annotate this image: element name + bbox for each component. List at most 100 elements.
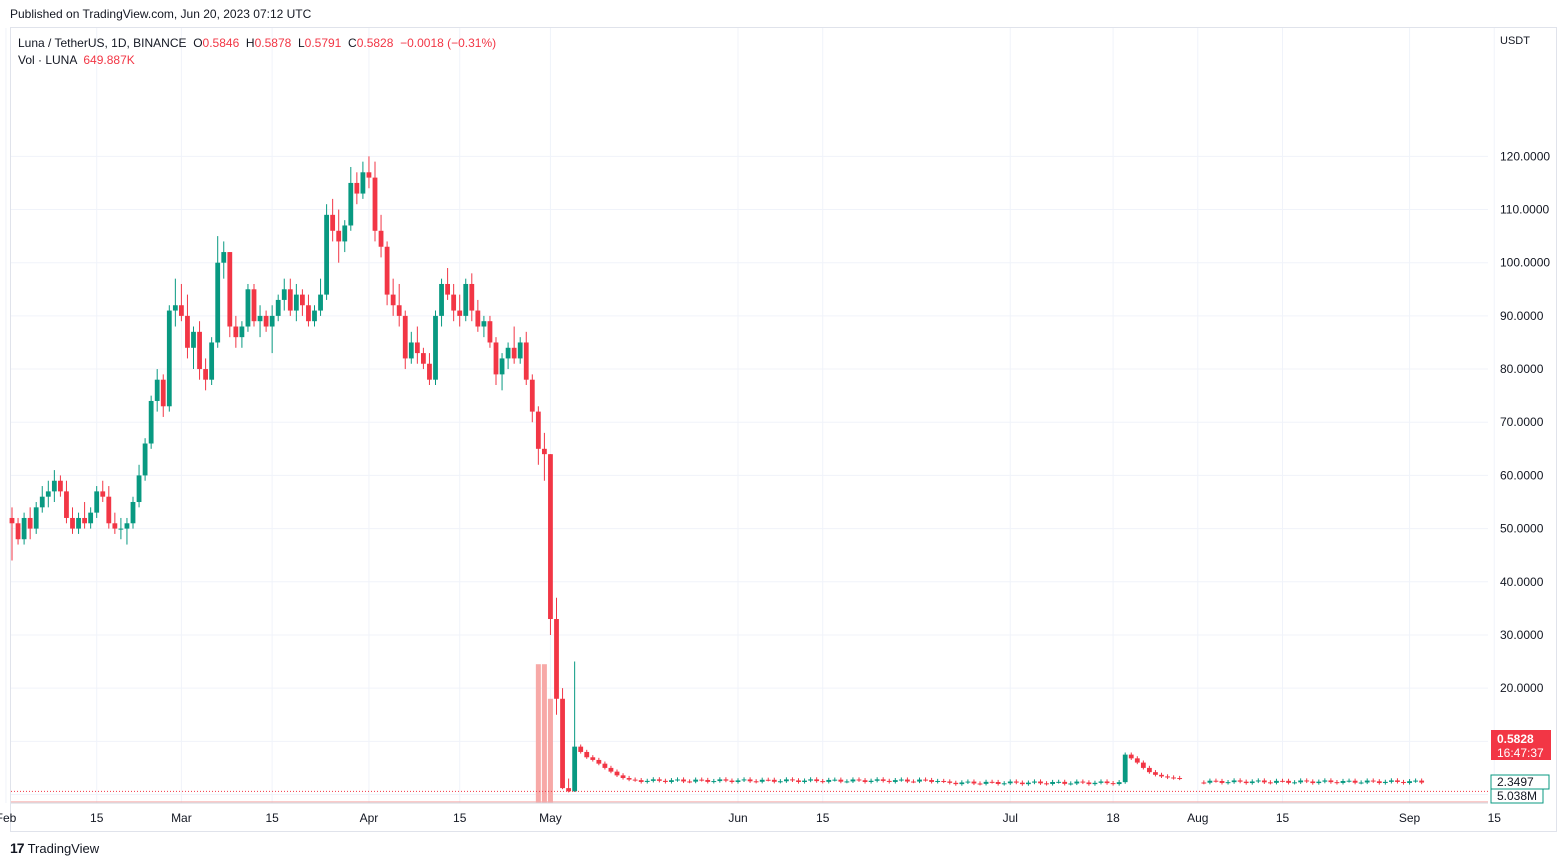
candle-body	[27, 517, 33, 529]
candle	[372, 161, 378, 242]
candle-body	[572, 746, 578, 792]
candle	[1328, 778, 1334, 784]
candle-body	[215, 262, 221, 343]
candle	[1243, 779, 1249, 785]
candle	[1225, 780, 1231, 785]
candle	[487, 315, 493, 348]
candle	[1286, 778, 1291, 785]
candle	[1395, 778, 1400, 784]
candle	[741, 777, 747, 782]
candle-body	[293, 294, 299, 311]
candle	[1165, 774, 1170, 780]
candle-body	[911, 781, 916, 783]
candle	[1364, 778, 1370, 785]
candle-body	[1316, 781, 1322, 784]
candle-body	[1231, 780, 1237, 783]
candle	[306, 294, 311, 327]
candle	[1159, 772, 1164, 779]
candle	[421, 347, 426, 370]
candle-body	[1298, 780, 1304, 783]
candle	[953, 780, 959, 786]
candle	[1352, 778, 1358, 785]
candle-body	[1007, 781, 1013, 784]
x-tick-label: 15	[1276, 811, 1290, 825]
candle-body	[1219, 781, 1225, 783]
y-tick-label: 110.0000	[1500, 203, 1549, 217]
candle	[197, 321, 202, 380]
candle	[1389, 778, 1394, 784]
countdown-label: 16:47:37	[1497, 746, 1544, 760]
candle-body	[100, 491, 106, 497]
candle-body	[1334, 782, 1340, 784]
candle-body	[1056, 781, 1062, 783]
tradingview-logo-icon: 17	[10, 840, 25, 856]
candle-body	[1153, 772, 1158, 775]
candle-body	[348, 182, 354, 226]
candle-body	[414, 342, 420, 354]
candle	[808, 777, 813, 783]
x-tick-label: 15	[453, 811, 467, 825]
candle-body	[560, 698, 565, 789]
candle-body	[336, 230, 342, 242]
candle-body	[154, 379, 160, 401]
candle-body	[947, 781, 953, 783]
candle-body	[191, 331, 196, 348]
y-tick-label: 50.0000	[1500, 522, 1544, 536]
candle	[723, 777, 729, 783]
candle	[1122, 752, 1128, 784]
candle-body	[45, 491, 51, 497]
candle-body	[844, 781, 850, 783]
candle	[263, 310, 269, 332]
candle-body	[318, 294, 323, 311]
candle	[287, 278, 293, 316]
candle-body	[838, 779, 844, 782]
candle	[1249, 779, 1255, 785]
candles	[9, 156, 1425, 793]
candle-body	[312, 310, 317, 322]
candle	[1086, 780, 1092, 786]
candle	[76, 512, 81, 534]
candle	[669, 778, 674, 784]
candle	[27, 507, 33, 540]
candle-body	[197, 331, 202, 370]
candle	[100, 480, 106, 503]
x-tick-label: Jun	[728, 811, 747, 825]
candle	[826, 777, 832, 784]
candle	[45, 480, 51, 508]
candle-body	[106, 496, 112, 524]
candle-body	[554, 619, 559, 699]
candle	[130, 496, 136, 529]
candle-body	[136, 475, 142, 503]
candle	[1213, 778, 1219, 783]
y-axis: 10.000020.000030.000040.000050.000060.00…	[1500, 35, 1550, 748]
candle	[596, 757, 602, 766]
candle	[300, 289, 305, 316]
candle-body	[1292, 782, 1297, 784]
volume-baseline	[11, 801, 1488, 803]
legend-low-label: L	[297, 36, 305, 50]
candle-body	[1171, 777, 1176, 779]
candle-body	[160, 379, 166, 407]
candle-body	[784, 779, 789, 782]
volume-bar	[535, 664, 541, 803]
candle-body	[1364, 780, 1370, 783]
candle	[1068, 781, 1074, 786]
candle-body	[723, 779, 729, 781]
last-price-label: 0.5828	[1497, 732, 1534, 746]
candle-body	[300, 294, 305, 306]
tradingview-footer[interactable]: 17 TradingView	[10, 840, 99, 856]
candle-body	[245, 289, 251, 327]
legend-open: 0.5846	[202, 36, 240, 50]
candle	[1007, 779, 1013, 785]
candle	[687, 779, 692, 784]
candle	[475, 299, 481, 332]
candle	[1177, 775, 1183, 781]
candle	[451, 283, 457, 322]
candle	[445, 268, 450, 300]
candle-body	[281, 289, 287, 300]
legend-volume: 649.887K	[83, 53, 135, 67]
candle	[457, 294, 463, 327]
candle	[911, 779, 916, 784]
candle	[542, 432, 547, 481]
